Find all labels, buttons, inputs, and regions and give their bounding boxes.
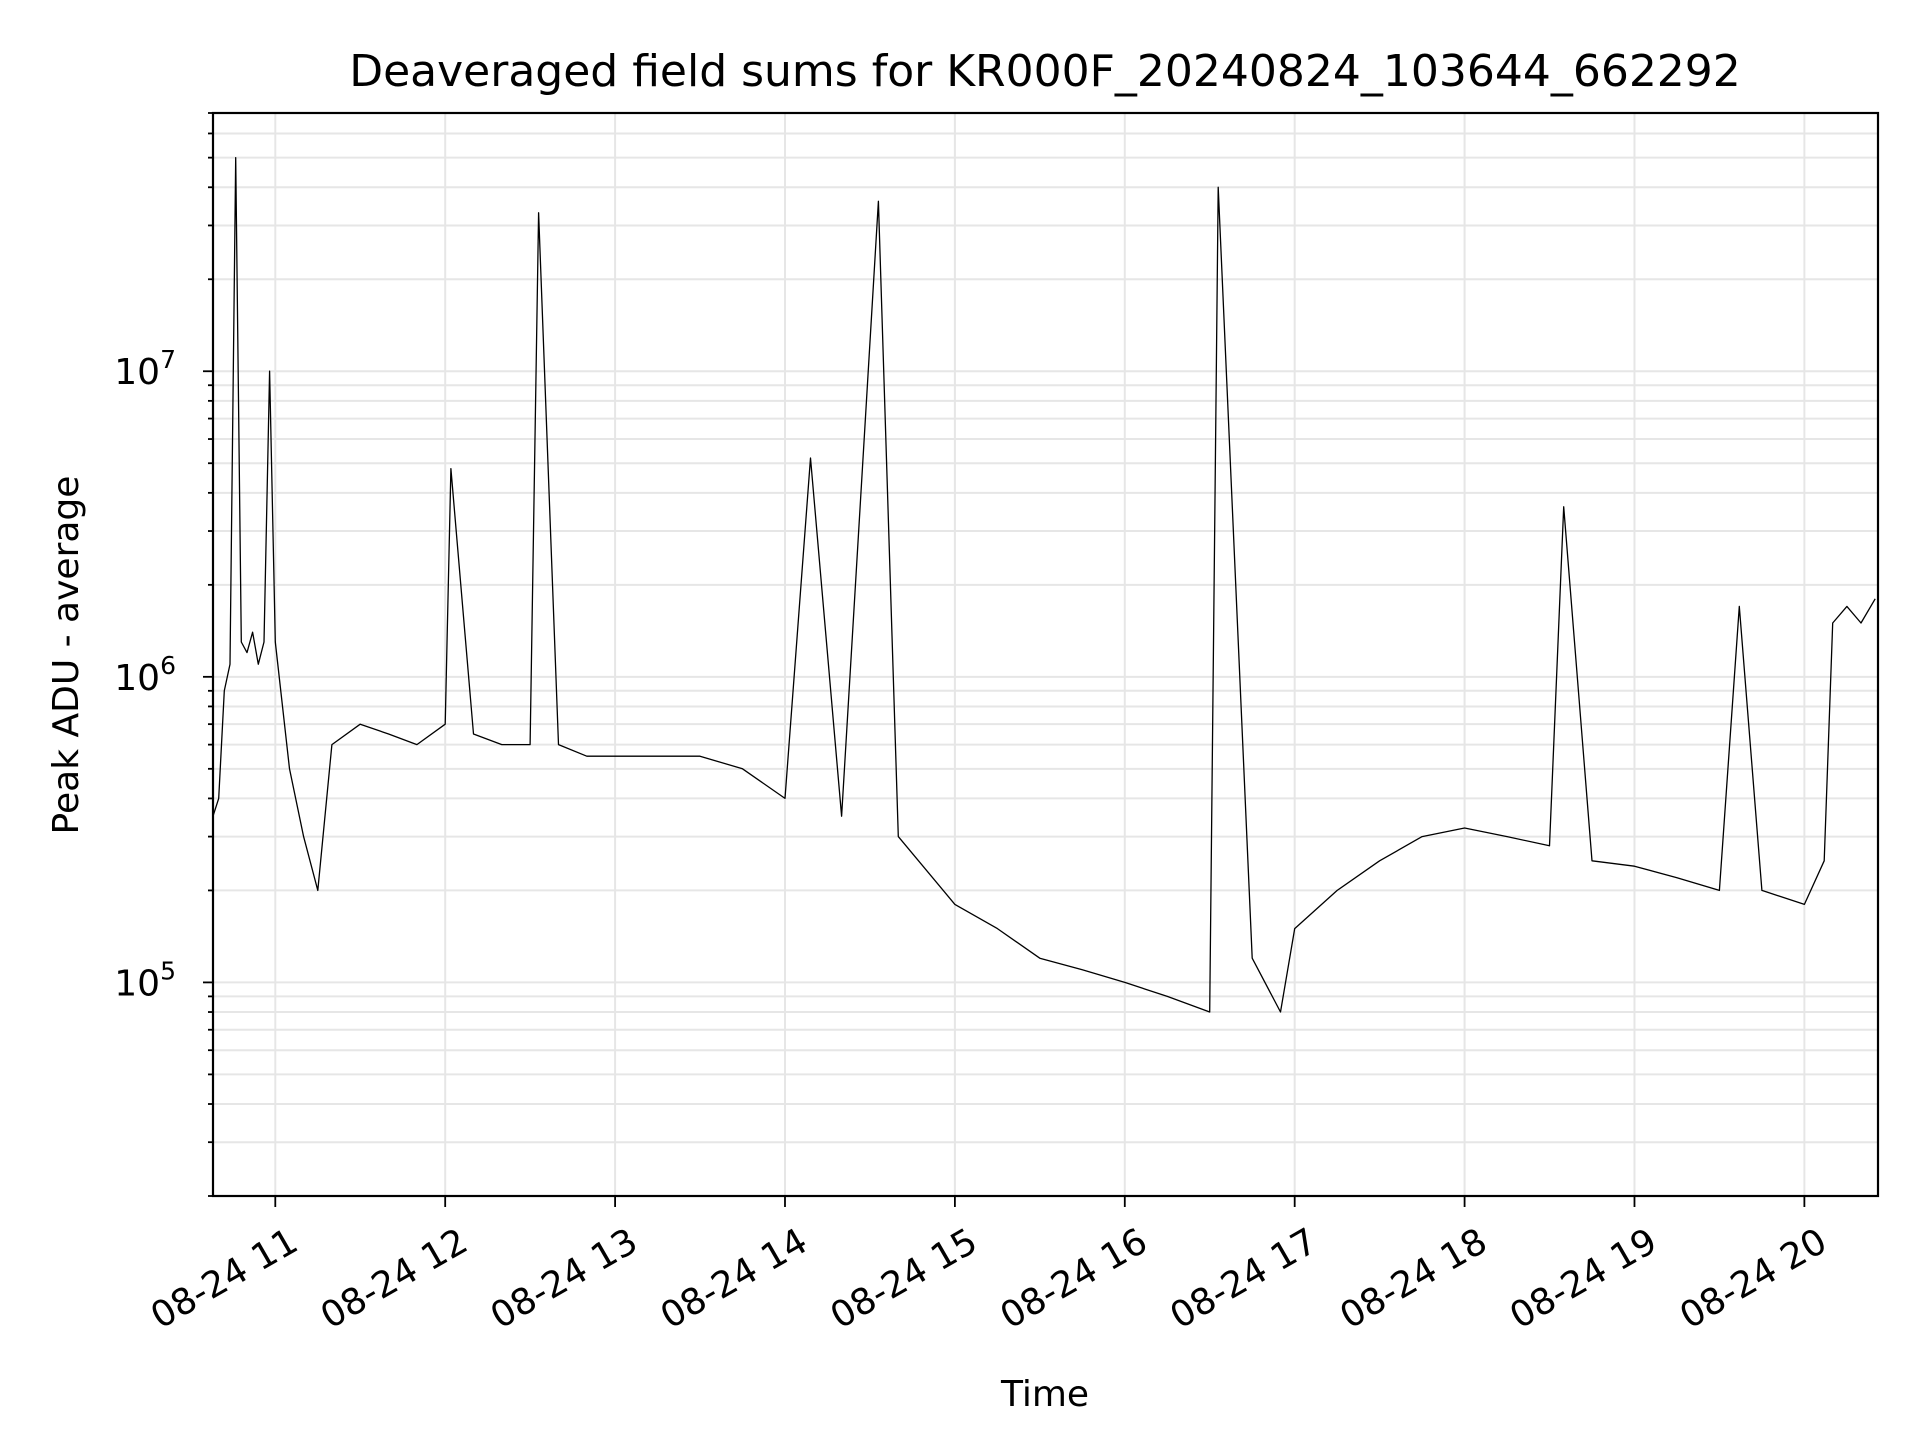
axes-frame <box>211 111 1880 1198</box>
y-tick-label: 107 <box>114 345 176 393</box>
chart-title: Deaveraged field sums for KR000F_2024082… <box>349 46 1741 97</box>
x-axis-label: Time <box>1000 1374 1089 1415</box>
y-tick-label: 105 <box>114 956 176 1004</box>
y-tick-label: 106 <box>114 651 176 699</box>
plot-area <box>212 157 1876 1013</box>
grid <box>213 112 1878 1197</box>
series-line <box>212 157 1876 1013</box>
y-axis-label: Peak ADU - average <box>46 476 87 835</box>
